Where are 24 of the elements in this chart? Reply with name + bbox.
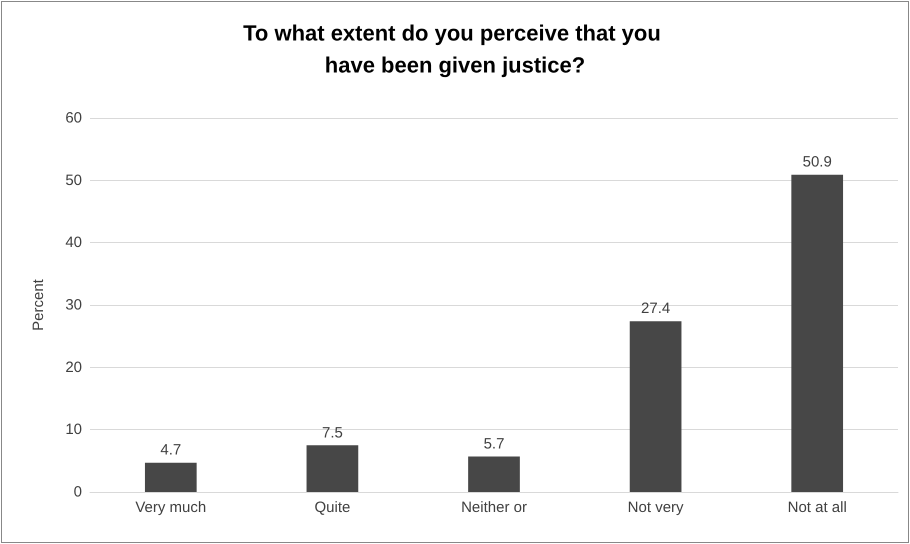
data-label: 50.9 [802,154,832,171]
data-label: 4.7 [160,442,182,459]
bar [468,456,520,492]
x-tick-label: Neither or [461,499,527,516]
y-tick-label: 50 [65,172,82,189]
y-tick-label: 40 [65,234,82,252]
x-tick-label: Not very [628,499,684,516]
y-tick-label: 10 [65,421,82,438]
y-axis-title: Percent [30,278,47,331]
bar [306,445,358,492]
y-tick-label: 0 [74,484,82,500]
bar [144,462,197,492]
x-tick-label: Very much [135,499,206,516]
chart-title: To what extent do you perceive that you have been given justice? [243,20,667,78]
data-label: 5.7 [484,435,504,452]
x-tick-label: Quite [314,499,350,516]
x-tick-label: Not at all [788,499,847,516]
data-label: 27.4 [641,300,670,318]
bar [630,321,682,492]
y-tick-label: 60 [65,110,82,126]
data-label: 7.5 [322,424,343,442]
bar [791,174,844,492]
y-tick-label: 30 [65,296,82,314]
y-tick-label: 20 [65,358,82,376]
